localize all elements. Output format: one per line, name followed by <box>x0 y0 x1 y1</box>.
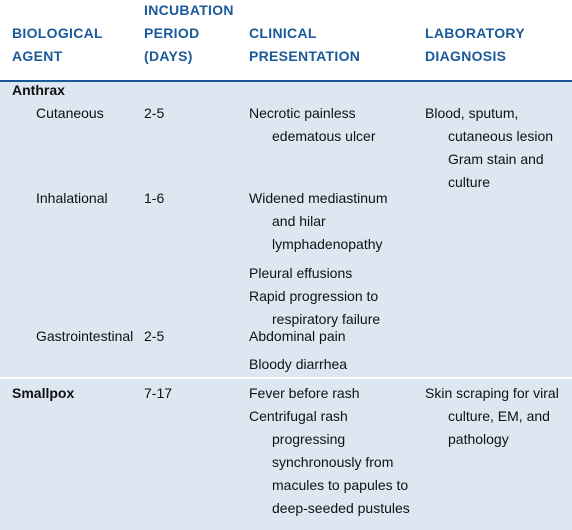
clinical-smallpox-6: deep-seeded pustules <box>272 500 410 516</box>
header-clinical-presentation: CLINICAL PRESENTATION <box>249 25 361 64</box>
header-biological-agent: BIOLOGICAL AGENT <box>12 25 103 64</box>
clinical-smallpox-1: Fever before rash <box>249 385 360 401</box>
table-header: BIOLOGICAL AGENT INCUBATION PERIOD (DAYS… <box>0 0 572 82</box>
period-smallpox: 7-17 <box>144 385 173 401</box>
clinical-inhalational-1: Widened mediastinum <box>249 190 388 206</box>
period-gastrointestinal: 2-5 <box>144 328 165 344</box>
clinical-inhalational-2: and hilar <box>272 213 326 229</box>
period-cutaneous: 2-5 <box>144 105 165 121</box>
lab-cutaneous-3: Gram stain and <box>448 151 544 167</box>
lab-smallpox-3: pathology <box>448 431 509 447</box>
clinical-smallpox-3: progressing <box>272 431 346 447</box>
period-inhalational: 1-6 <box>144 190 165 206</box>
lab-smallpox-1: Skin scraping for viral <box>425 385 559 401</box>
lab-cutaneous-2: cutaneous lesion <box>448 128 554 144</box>
clinical-inhalational-5: Rapid progression to <box>249 288 379 304</box>
clinical-gastrointestinal-1: Abdominal pain <box>249 328 346 344</box>
lab-smallpox-2: culture, EM, and <box>448 408 550 424</box>
clinical-inhalational-3: lymphadenopathy <box>272 236 383 252</box>
row-separator <box>0 377 572 379</box>
header-laboratory-diagnosis: LABORATORY DIAGNOSIS <box>425 25 525 64</box>
subtype-gastrointestinal: Gastrointestinal <box>36 328 134 344</box>
subtype-inhalational: Inhalational <box>36 190 108 206</box>
group-smallpox: Smallpox <box>12 385 75 401</box>
lab-cutaneous-4: culture <box>448 174 491 190</box>
clinical-inhalational-6: respiratory failure <box>272 311 381 327</box>
subtype-cutaneous: Cutaneous <box>36 105 104 121</box>
header-incubation-period: INCUBATION PERIOD (DAYS) <box>144 2 234 64</box>
clinical-gastrointestinal-2: Bloody diarrhea <box>249 356 348 372</box>
clinical-inhalational-4: Pleural effusions <box>249 265 353 281</box>
clinical-smallpox-2: Centrifugal rash <box>249 408 348 424</box>
clinical-cutaneous-1: Necrotic painless <box>249 105 356 121</box>
clinical-cutaneous-2: edematous ulcer <box>272 128 376 144</box>
group-anthrax: Anthrax <box>12 82 65 98</box>
lab-cutaneous-1: Blood, sputum, <box>425 105 519 121</box>
clinical-smallpox-4: synchronously from <box>272 454 394 470</box>
clinical-smallpox-5: macules to papules to <box>272 477 409 493</box>
